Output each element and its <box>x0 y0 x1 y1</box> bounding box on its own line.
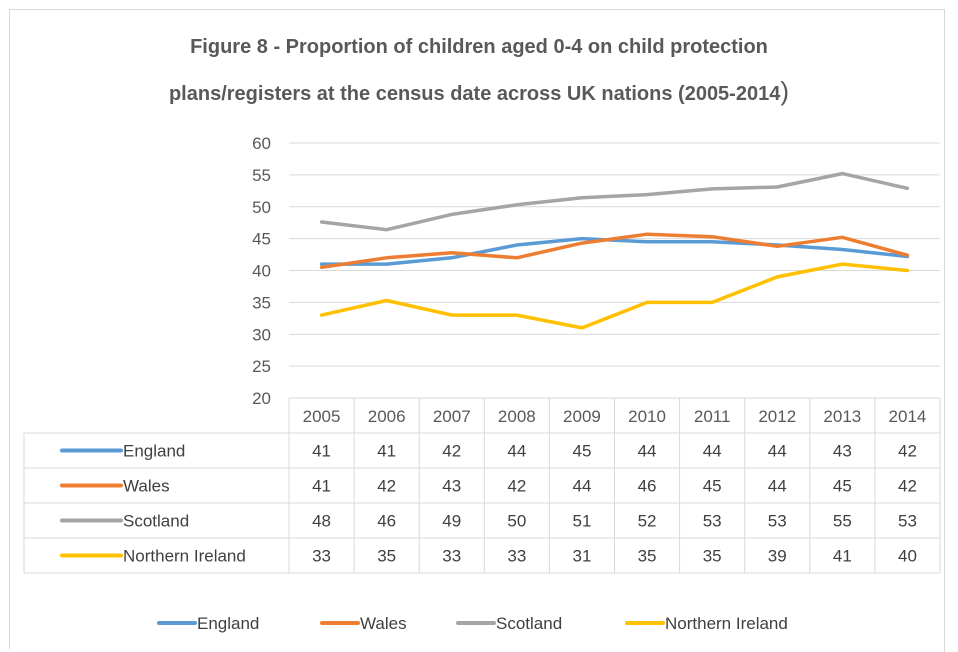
table-cell-wales: 42 <box>507 477 526 496</box>
y-tick-label-60: 60 <box>252 134 271 153</box>
table-cell-england: 44 <box>638 442 657 461</box>
y-tick-label-45: 45 <box>252 230 271 249</box>
y-tick-label-40: 40 <box>252 262 271 281</box>
table-cell-england: 43 <box>833 442 852 461</box>
table-cell-wales: 42 <box>377 477 396 496</box>
table-cell-wales: 44 <box>768 477 787 496</box>
x-tick-label-2008: 2008 <box>498 407 536 426</box>
table-cell-scotland: 49 <box>442 512 461 531</box>
y-tick-label-25: 25 <box>252 357 271 376</box>
y-tick-label-55: 55 <box>252 166 271 185</box>
table-series-label-scotland: Scotland <box>123 512 189 531</box>
table-cell-england: 41 <box>312 442 331 461</box>
table-cell-england: 42 <box>442 442 461 461</box>
table-series-label-england: England <box>123 442 185 461</box>
legend-label-scotland: Scotland <box>496 614 562 633</box>
x-tick-label-2012: 2012 <box>758 407 796 426</box>
table-cell-wales: 42 <box>898 477 917 496</box>
table-series-label-northern-ireland: Northern Ireland <box>123 547 246 566</box>
table-cell-england: 45 <box>572 442 591 461</box>
table-cell-scotland: 48 <box>312 512 331 531</box>
x-tick-label-2007: 2007 <box>433 407 471 426</box>
table-cell-northern-ireland: 35 <box>377 547 396 566</box>
table-cell-england: 44 <box>703 442 722 461</box>
table-cell-northern-ireland: 35 <box>638 547 657 566</box>
legend-label-england: England <box>197 614 259 633</box>
table-cell-wales: 41 <box>312 477 331 496</box>
table-cell-england: 44 <box>507 442 526 461</box>
legend-label-northern-ireland: Northern Ireland <box>665 614 788 633</box>
table-cell-scotland: 51 <box>572 512 591 531</box>
table-cell-wales: 44 <box>572 477 591 496</box>
x-tick-label-2006: 2006 <box>368 407 406 426</box>
table-cell-northern-ireland: 33 <box>442 547 461 566</box>
table-cell-northern-ireland: 31 <box>572 547 591 566</box>
table-cell-northern-ireland: 41 <box>833 547 852 566</box>
table-cell-northern-ireland: 35 <box>703 547 722 566</box>
table-cell-northern-ireland: 33 <box>312 547 331 566</box>
y-tick-label-50: 50 <box>252 198 271 217</box>
table-cell-scotland: 53 <box>768 512 787 531</box>
y-tick-label-20: 20 <box>252 389 271 408</box>
table-cell-wales: 43 <box>442 477 461 496</box>
x-tick-label-2005: 2005 <box>303 407 341 426</box>
table-cell-wales: 46 <box>638 477 657 496</box>
table-cell-wales: 45 <box>833 477 852 496</box>
x-tick-label-2011: 2011 <box>694 407 731 426</box>
table-cell-scotland: 55 <box>833 512 852 531</box>
legend-label-wales: Wales <box>360 614 407 633</box>
table-cell-scotland: 46 <box>377 512 396 531</box>
table-series-label-wales: Wales <box>123 477 170 496</box>
series-line-northern-ireland <box>322 264 908 328</box>
series-line-england <box>322 239 908 265</box>
x-tick-label-2014: 2014 <box>889 407 927 426</box>
y-tick-label-35: 35 <box>252 293 271 312</box>
table-cell-northern-ireland: 39 <box>768 547 787 566</box>
x-tick-label-2010: 2010 <box>628 407 666 426</box>
table-cell-wales: 45 <box>703 477 722 496</box>
table-cell-northern-ireland: 33 <box>507 547 526 566</box>
table-cell-england: 41 <box>377 442 396 461</box>
x-tick-label-2009: 2009 <box>563 407 601 426</box>
table-cell-northern-ireland: 40 <box>898 547 917 566</box>
series-line-scotland <box>322 174 908 230</box>
table-cell-scotland: 53 <box>703 512 722 531</box>
table-cell-scotland: 52 <box>638 512 657 531</box>
table-cell-england: 42 <box>898 442 917 461</box>
table-cell-england: 44 <box>768 442 787 461</box>
y-tick-label-30: 30 <box>252 325 271 344</box>
table-cell-scotland: 50 <box>507 512 526 531</box>
table-cell-scotland: 53 <box>898 512 917 531</box>
x-tick-label-2013: 2013 <box>823 407 861 426</box>
